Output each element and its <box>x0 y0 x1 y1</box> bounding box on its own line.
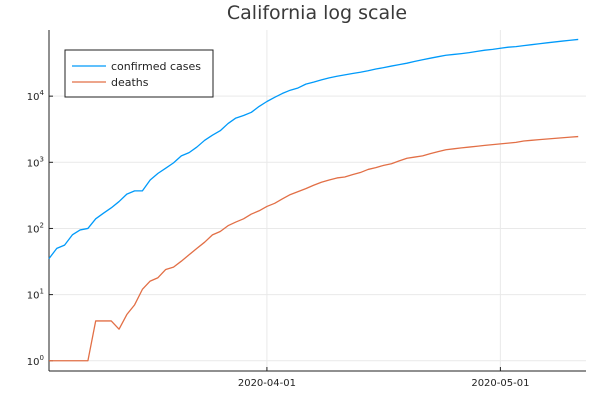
legend-label-deaths: deaths <box>111 76 149 89</box>
chart-title: California log scale <box>227 2 407 24</box>
y-tick-labels: 100 101 102 103 104 <box>27 89 45 368</box>
x-tick-labels: 2020-04-01 2020-05-01 <box>238 378 530 389</box>
series-lines <box>48 38 579 362</box>
x-tick-label: 2020-04-01 <box>238 378 296 389</box>
y-tick-label: 100 <box>27 354 44 368</box>
y-tick-label: 104 <box>27 89 45 103</box>
legend-box <box>64 49 214 98</box>
x-tick-label: 2020-05-01 <box>471 378 529 389</box>
series-line-confirmed-cases <box>48 38 579 260</box>
legend-label-confirmed-cases: confirmed cases <box>111 60 201 73</box>
y-tick-label: 102 <box>27 221 44 235</box>
y-tick-label: 101 <box>27 288 44 302</box>
grid <box>49 30 586 371</box>
y-tick-label: 103 <box>27 155 44 169</box>
legend: confirmed cases deaths <box>64 49 214 98</box>
series-line-deaths <box>49 135 579 362</box>
